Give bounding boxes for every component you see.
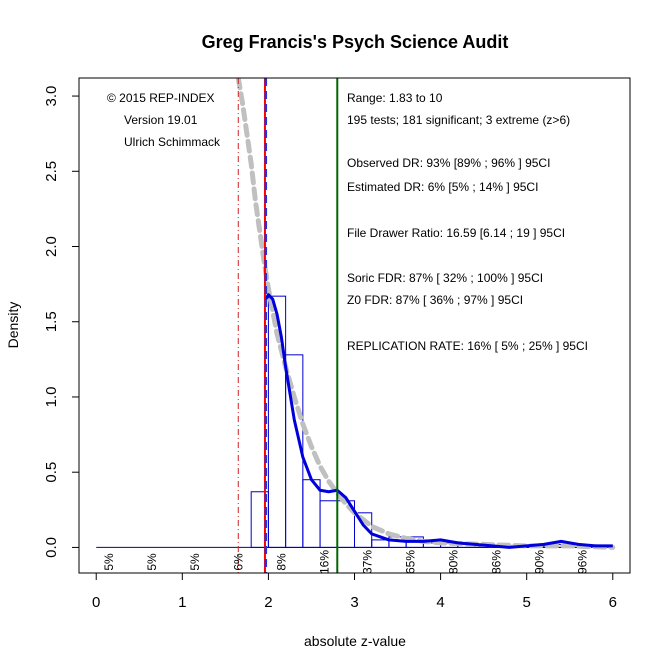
histogram-bar-4: [319, 500, 338, 548]
annotation-line: File Drawer Ratio: 16.59 [6.14 ; 19 ] 95…: [347, 226, 565, 240]
bottom-label: 5%: [102, 553, 116, 571]
legend-line: Ulrich Schimmack: [124, 135, 221, 149]
bottom-label: 8%: [274, 553, 288, 571]
x-tick-label: 0: [92, 594, 100, 611]
y-tick-label: 3.0: [43, 86, 60, 107]
y-tick-label: 2.5: [43, 161, 60, 182]
fitted-curve-line: [235, 78, 616, 550]
x-tick-label: 1: [178, 594, 186, 611]
x-axis-label: absolute z-value: [304, 633, 406, 649]
bottom-label: 86%: [490, 550, 504, 574]
y-tick-label: 0.0: [43, 537, 60, 558]
bottom-label: 5%: [145, 553, 159, 571]
y-axis-label: Density: [5, 302, 21, 349]
fitted-curve: [235, 78, 616, 550]
x-tick-label: 3: [350, 594, 358, 611]
annotations: Range: 1.83 to 10 195 tests; 181 signific…: [347, 91, 588, 353]
x-tick-label: 6: [609, 594, 617, 611]
annotation-line: 195 tests; 181 significant; 3 extreme (z…: [347, 113, 570, 127]
y-tick-label: 2.0: [43, 236, 60, 257]
annotation-line: Estimated DR: 6% [5% ; 14% ] 95CI: [347, 180, 538, 194]
legend-left: © 2015 REP-INDEX Version 19.01 Ulrich Schi…: [107, 91, 221, 149]
plot-frame: [78, 77, 631, 574]
annotation-line: REPLICATION RATE: 16% [ 5% ; 25% ] 95CI: [347, 339, 588, 353]
bottom-label: 90%: [533, 550, 547, 574]
reference-lines: [237, 78, 339, 573]
bottom-label: 37%: [360, 550, 374, 574]
bottom-label: 80%: [447, 550, 461, 574]
x-tick-label: 5: [523, 594, 531, 611]
annotation-line: Observed DR: 93% [89% ; 96% ] 95CI: [347, 156, 550, 170]
axes: 0 1 2 3 4 5 6 0.0 0.5 1.0 1.5 2.0 2.5 3.0: [43, 77, 631, 611]
annotation-line: Range: 1.83 to 10: [347, 91, 443, 105]
bottom-label: 65%: [403, 550, 417, 574]
legend-line: Version 19.01: [124, 113, 198, 127]
y-tick-label: 1.0: [43, 387, 60, 408]
annotation-line: Z0 FDR: 87% [ 36% ; 97% ] 95CI: [347, 293, 523, 307]
chart-title: Greg Francis's Psych Science Audit: [202, 32, 509, 52]
x-tick-label: 2: [264, 594, 272, 611]
x-tick-label: 4: [436, 594, 444, 611]
bottom-labels: 5% 5% 5% 6% 8% 16% 37% 65% 80% 86% 90% 96%: [102, 550, 590, 574]
histogram-bar-3: [302, 479, 321, 548]
y-tick-label: 0.5: [43, 462, 60, 483]
density-curve-line: [264, 293, 613, 549]
annotation-line: Soric FDR: 87% [ 32% ; 100% ] 95CI: [347, 271, 543, 285]
density-curve: [264, 293, 613, 549]
bottom-label: 6%: [231, 553, 245, 571]
bottom-label: 16%: [317, 550, 331, 574]
legend-line: © 2015 REP-INDEX: [107, 91, 215, 105]
y-tick-label: 1.5: [43, 311, 60, 332]
histogram-bar-7: [371, 539, 390, 548]
bottom-label: 96%: [576, 550, 590, 574]
bottom-label: 5%: [188, 553, 202, 571]
